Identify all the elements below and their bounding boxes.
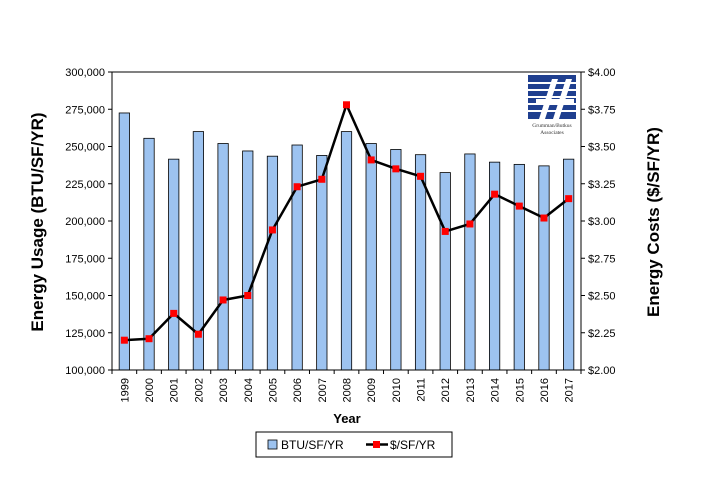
x-tick-label: 2000 [144,378,156,402]
axes [108,71,585,374]
cost-point-1999 [120,336,128,344]
tick-labels: 100,000 $2.00 125,000 $2.25 150,000 $2.50 175,… [65,67,615,402]
x-tick-label: 2002 [193,378,205,402]
y2-tick-label: $2.75 [588,253,616,265]
y-axis-title: Energy Usage (BTU/SF/YR) [28,112,47,331]
y-tick-label: 225,000 [65,179,105,191]
bar-2006 [291,144,303,371]
bar-2017 [563,158,575,371]
x-tick-label: 1999 [119,378,131,402]
bar-series-btu [118,112,575,371]
x-tick-label: 2017 [564,378,576,402]
cost-point-2000 [145,335,153,343]
cost-point-2003 [219,296,227,304]
cost-point-2017 [565,195,573,203]
bar-2004 [242,150,254,371]
x-tick-label: 2014 [490,378,502,402]
legend-label-btu: BTU/SF/YR [281,438,344,452]
x-tick-label: 2001 [169,378,181,402]
cost-point-2015 [515,202,523,210]
legend-label-cost: $/SF/YR [390,438,436,452]
line-series-cost [120,101,573,344]
y2-tick-label: $2.25 [588,328,616,340]
y2-tick-label: $2.50 [588,291,616,303]
logo-text-line2: Associates [540,130,564,136]
y2-axis-title: Energy Costs ($/SF/YR) [644,127,663,317]
cost-point-2005 [268,226,276,234]
x-tick-label: 2009 [366,378,378,402]
y-tick-label: 250,000 [65,142,105,154]
bar-2003 [217,143,229,371]
x-tick-label: 2005 [267,378,279,402]
x-tick-label: 2016 [539,378,551,402]
x-tick-label: 2013 [465,378,477,402]
x-tick-label: 2008 [342,378,354,402]
bar-2013 [464,153,476,371]
bar-2005 [266,155,279,371]
cost-point-2001 [170,309,178,317]
y-tick-label: 125,000 [65,328,105,340]
cost-point-2008 [343,101,350,109]
cost-point-2007 [318,175,326,183]
cost-point-2009 [367,156,375,164]
y2-tick-label: $3.75 [588,104,616,116]
x-tick-label: 2004 [243,378,255,402]
x-tick-label: 2006 [292,378,304,402]
bar-2007 [316,155,328,371]
bar-2010 [390,149,402,371]
x-tick-label: 2015 [514,378,526,402]
cost-point-2011 [417,172,425,180]
cost-point-2006 [293,183,301,191]
y-tick-label: 175,000 [65,253,105,265]
legend: BTU/SF/YR $/SF/YR [255,431,453,458]
y-tick-label: 275,000 [65,104,105,116]
bar-1999 [118,112,130,371]
y-tick-label: 200,000 [65,216,105,228]
bar-2012 [439,172,451,371]
cost-point-2002 [194,330,202,338]
bar-2015 [513,163,525,371]
y2-tick-label: $3.00 [588,216,616,228]
x-tick-label: 2003 [218,378,230,402]
legend-swatch-btu [267,439,278,450]
bar-2008 [340,131,353,371]
cost-point-2016 [540,214,548,222]
cost-point-2010 [392,165,400,173]
y-tick-label: 100,000 [65,365,105,377]
y-tick-label: 300,000 [65,67,105,79]
y2-tick-label: $4.00 [588,67,616,79]
legend-swatch-cost-marker [373,441,380,448]
y2-tick-label: $3.50 [588,142,616,154]
x-tick-label: 2011 [416,378,428,402]
y-tick-label: 150,000 [65,291,105,303]
cost-point-2004 [244,292,252,299]
bar-2009 [365,143,377,371]
x-tick-label: 2007 [317,378,329,402]
cost-point-2014 [491,190,499,198]
y2-tick-label: $2.00 [588,365,616,377]
company-logo: Grumman/Butkus Associates [528,75,576,136]
bar-2001 [168,158,180,371]
logo-text-line1: Grumman/Butkus [532,123,571,129]
bar-2016 [538,165,550,371]
x-tick-label: 2010 [391,378,403,402]
x-axis-title: Year [333,411,360,426]
x-tick-label: 2012 [440,378,452,402]
cost-point-2013 [466,220,474,228]
y2-tick-label: $3.25 [588,179,616,191]
cost-point-2012 [441,227,449,235]
